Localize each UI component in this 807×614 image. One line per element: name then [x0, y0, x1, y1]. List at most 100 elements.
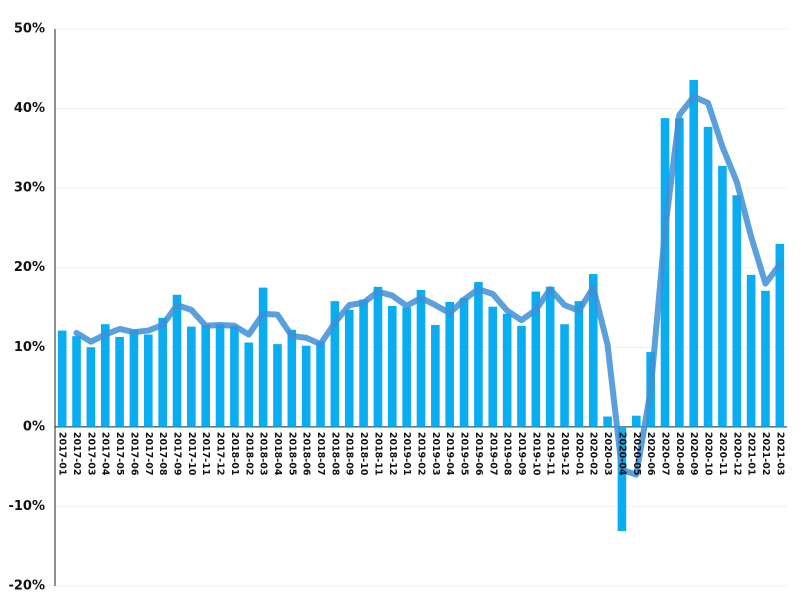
- bar: [416, 289, 426, 427]
- bar: [474, 282, 483, 427]
- bar: [215, 324, 225, 427]
- x-tick-label: 2020-11: [717, 432, 728, 476]
- x-tick-label: 2017-09: [172, 432, 183, 476]
- x-tick-label: 2020-05: [631, 432, 642, 476]
- y-tick-label: 40%: [14, 101, 45, 116]
- x-tick-label: 2020-04: [616, 432, 627, 476]
- x-tick-label: 2018-01: [229, 432, 240, 476]
- bar: [373, 286, 383, 427]
- bar: [431, 325, 440, 427]
- y-tick-label: 30%: [14, 181, 45, 196]
- x-tick-label: 2019-04: [444, 432, 455, 476]
- bar: [187, 326, 196, 427]
- x-tick-label: 2018-08: [329, 432, 340, 476]
- bar: [588, 274, 598, 427]
- bar: [560, 324, 569, 427]
- x-tick-label: 2017-06: [128, 432, 139, 476]
- bar: [517, 325, 526, 427]
- x-tick-label: 2018-12: [387, 432, 398, 476]
- bar: [660, 118, 670, 427]
- bar: [603, 416, 612, 427]
- bar: [129, 329, 139, 427]
- bar: [488, 306, 498, 427]
- x-tick-label: 2017-02: [71, 432, 82, 476]
- bar: [273, 344, 282, 427]
- bar: [344, 309, 354, 427]
- bar: [316, 341, 325, 427]
- bar: [72, 336, 81, 427]
- x-tick-label: 2018-09: [344, 432, 355, 476]
- x-tick-label: 2021-02: [760, 432, 771, 476]
- line: [73, 93, 783, 478]
- bar: [574, 301, 584, 427]
- bar: [732, 195, 742, 427]
- bar: [287, 329, 297, 427]
- bar: [459, 297, 469, 427]
- x-tick-label: 2018-04: [272, 432, 283, 476]
- x-tick-label: 2017-01: [57, 432, 68, 476]
- bar: [230, 325, 239, 427]
- bar: [115, 336, 124, 427]
- bar: [761, 290, 770, 427]
- bar: [402, 307, 411, 427]
- x-tick-label: 2017-05: [114, 432, 125, 476]
- x-tick-label: 2019-12: [559, 432, 570, 476]
- bar: [172, 294, 182, 427]
- x-tick-label: 2018-06: [301, 432, 312, 476]
- x-tick-label: 2017-12: [215, 432, 226, 476]
- x-tick-label: 2020-09: [688, 432, 699, 476]
- x-tick-label: 2019-09: [516, 432, 527, 476]
- x-tick-label: 2019-06: [473, 432, 484, 476]
- x-tick-label: 2017-10: [186, 432, 197, 476]
- x-tick-label: 2020-06: [645, 432, 656, 476]
- bar: [531, 291, 541, 427]
- bar: [445, 301, 455, 427]
- y-tick-label: 50%: [14, 22, 45, 37]
- x-tick-label: 2018-07: [315, 432, 326, 476]
- bar: [57, 330, 67, 427]
- bar: [258, 287, 268, 427]
- y-tick-label: -20%: [8, 579, 45, 594]
- x-tick-label: 2017-03: [85, 432, 96, 476]
- bar: [631, 415, 641, 427]
- x-tick-label: 2019-10: [530, 432, 541, 476]
- y-tick-label: 10%: [14, 340, 45, 355]
- x-tick-label: 2017-07: [143, 432, 154, 476]
- x-tick-label: 2020-01: [573, 432, 584, 476]
- x-tick-label: 2018-10: [358, 432, 369, 476]
- y-tick-label: 20%: [14, 260, 45, 275]
- x-tick-label: 2021-03: [774, 432, 785, 476]
- bar: [100, 324, 110, 427]
- x-tick-label: 2019-07: [487, 432, 498, 476]
- x-tick-label: 2018-02: [243, 432, 254, 476]
- x-tick-label: 2018-11: [372, 432, 383, 476]
- x-tick-label: 2017-08: [157, 432, 168, 476]
- x-tick-label: 2021-01: [746, 432, 757, 476]
- bar: [746, 274, 756, 427]
- bar: [675, 118, 684, 427]
- bar: [689, 79, 699, 427]
- y-tick-label: 0%: [23, 419, 45, 434]
- x-tick-label: 2017-11: [200, 432, 211, 476]
- x-tick-label: 2020-12: [731, 432, 742, 476]
- bar: [775, 243, 785, 427]
- bar: [244, 342, 254, 427]
- bar: [158, 317, 167, 427]
- bar: [387, 305, 397, 427]
- x-tick-label: 2019-03: [430, 432, 441, 476]
- x-tick-label: 2019-08: [502, 432, 513, 476]
- bar: [86, 347, 96, 427]
- bar: [301, 345, 311, 427]
- bar: [143, 334, 153, 427]
- bar: [617, 426, 627, 532]
- x-tick-label: 2020-07: [660, 432, 671, 476]
- x-tick-label: 2019-01: [401, 432, 412, 476]
- x-tick-label: 2020-08: [674, 432, 685, 476]
- bar: [359, 299, 368, 427]
- x-tick-label: 2020-02: [588, 432, 599, 476]
- x-tick-label: 2018-03: [258, 432, 269, 476]
- x-tick-label: 2020-03: [602, 432, 613, 476]
- bar: [718, 165, 727, 427]
- x-tick-label: 2019-02: [416, 432, 427, 476]
